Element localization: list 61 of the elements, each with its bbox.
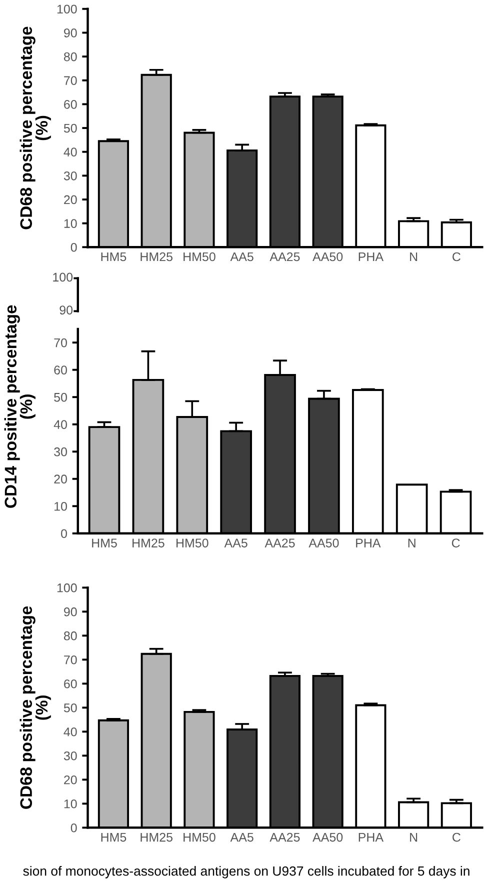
y-axis-title: CD68 positive percentage (%): [20, 26, 51, 230]
text: sion of monocytes-associated antigens on U937 cells incubated for 5 days in: [23, 866, 470, 878]
x-tick-label: PHA: [356, 538, 381, 548]
y-tick-label: 70: [54, 338, 67, 348]
x-tick-label: HM5: [101, 252, 126, 262]
y-tick-label: 10: [54, 502, 67, 511]
y-tick-label: 30: [64, 751, 77, 760]
y-tick-label: 20: [54, 474, 67, 484]
x-tick-label: N: [408, 538, 416, 548]
y-tick-label: 50: [64, 124, 77, 133]
y-tick-label: 0: [70, 823, 77, 832]
x-tick-label: AA5: [224, 538, 248, 548]
y-tick-label: 60: [64, 679, 77, 688]
x-tick-label: AA50: [308, 538, 339, 548]
x-tick-label: C: [452, 538, 460, 548]
x-tick-label: AA25: [270, 832, 300, 842]
y-tick-label: 100: [57, 583, 77, 592]
y-axis-title: CD14 positive percentage (%): [4, 305, 36, 508]
x-tick-label: AA5: [230, 252, 254, 262]
x-tick-label: PHA: [358, 252, 384, 262]
x-tick-label: HM50: [184, 252, 216, 262]
x-tick-label: HM25: [140, 832, 172, 842]
y-tick-label: 90: [64, 607, 77, 616]
y-tick-label: 40: [64, 727, 77, 736]
y-tick-label: 80: [64, 631, 77, 640]
y-tick-label: 20: [64, 775, 77, 784]
x-tick-label: HM25: [132, 538, 164, 548]
y-tick-label: 70: [64, 655, 77, 664]
y-tick-label: 50: [54, 392, 67, 402]
y-axis-title: CD68 positive percentage (%): [20, 606, 51, 809]
x-tick-label: C: [452, 832, 460, 842]
x-tick-label: HM25: [140, 252, 172, 262]
x-tick-label: HM50: [176, 538, 208, 548]
y-tick-label: 10: [64, 799, 77, 808]
y-tick-label: 40: [64, 148, 77, 156]
x-tick-label: AA25: [270, 252, 300, 262]
y-tick-label: 0: [61, 529, 67, 538]
x-tick-label: AA5: [230, 832, 254, 842]
y-tick-label: 50: [64, 703, 77, 712]
y-tick-label: 100: [57, 4, 77, 14]
x-tick-label: N: [410, 832, 418, 842]
y-tick-label: 30: [64, 171, 77, 180]
x-tick-label: AA50: [312, 832, 343, 842]
x-tick-label: HM5: [92, 538, 117, 548]
y-tick-label: 20: [64, 195, 77, 204]
x-tick-label: C: [452, 252, 460, 262]
y-tick-label: 60: [64, 100, 77, 109]
y-tick-label: 60: [54, 366, 67, 374]
y-tick-label: 40: [54, 420, 67, 429]
y-tick-label: 10: [64, 219, 77, 228]
y-tick-label: 70: [64, 76, 77, 86]
y-tick-label: 90: [64, 28, 77, 38]
x-tick-label: PHA: [358, 832, 384, 842]
y-tick-label: 30: [54, 447, 67, 456]
y-tick-label: 0: [70, 242, 77, 252]
x-tick-label: AA50: [312, 252, 343, 262]
x-tick-label: N: [410, 252, 418, 262]
y-tick-label: 80: [64, 52, 77, 62]
x-tick-label: AA25: [264, 538, 295, 548]
x-tick-label: HM5: [101, 832, 126, 842]
x-tick-label: HM50: [184, 832, 216, 842]
